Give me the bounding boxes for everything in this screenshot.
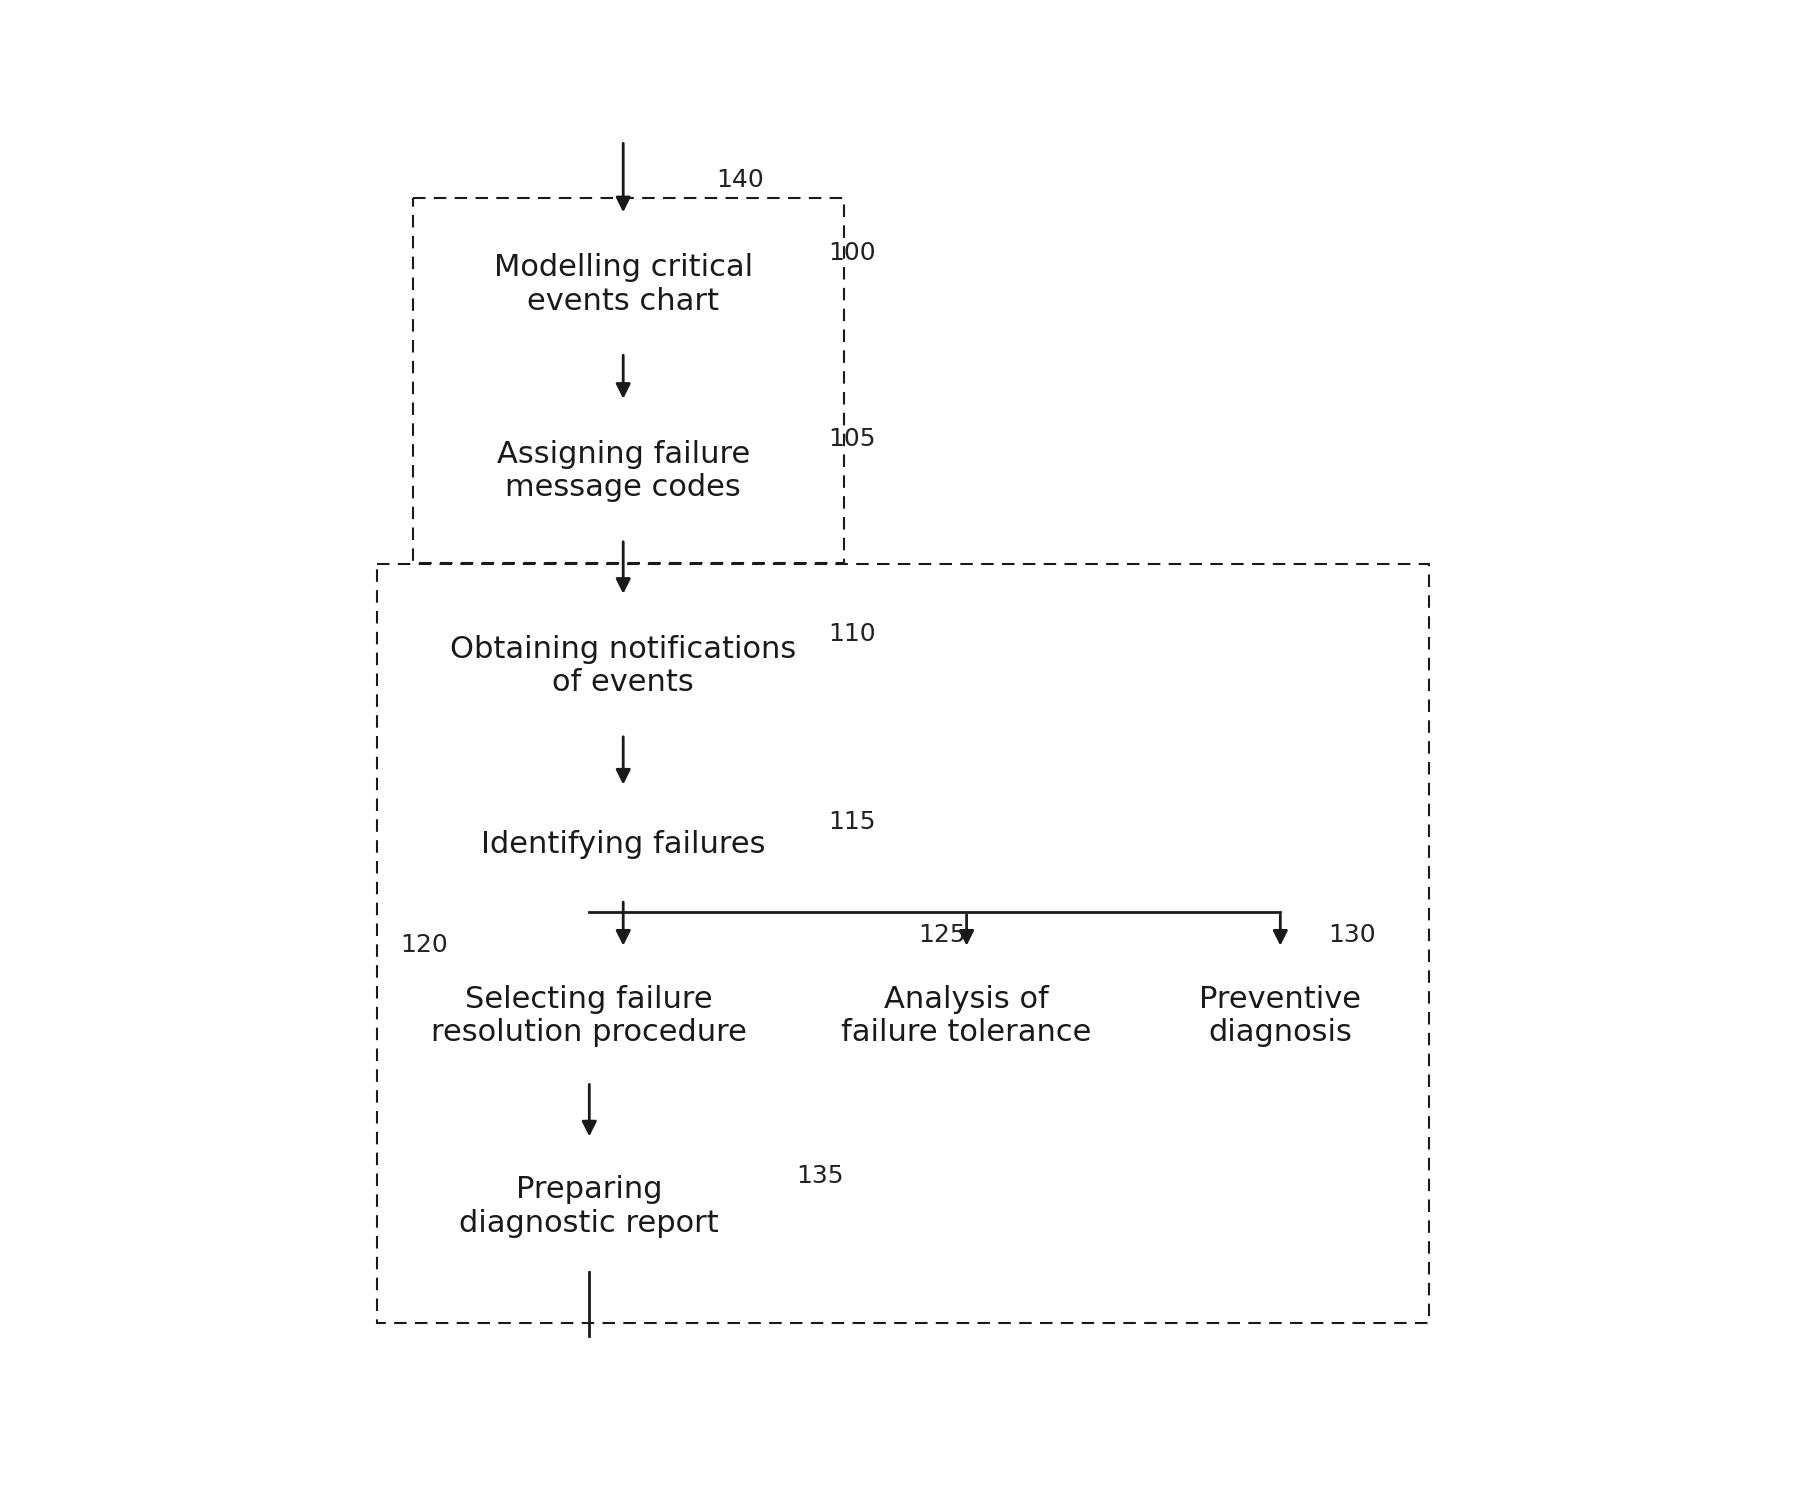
Text: Modelling critical
events chart: Modelling critical events chart — [493, 254, 753, 316]
Bar — [437, 216, 809, 352]
Bar — [827, 950, 1106, 1081]
Text: 135: 135 — [796, 1164, 843, 1188]
Bar — [1157, 950, 1402, 1081]
Text: Preparing
diagnostic report: Preparing diagnostic report — [458, 1175, 718, 1238]
Bar — [377, 564, 1428, 1323]
Bar — [399, 950, 780, 1081]
Bar — [437, 404, 809, 538]
Bar — [399, 1142, 780, 1272]
Bar — [413, 198, 843, 562]
Text: 100: 100 — [828, 240, 875, 265]
Text: Analysis of
failure tolerance: Analysis of failure tolerance — [841, 984, 1092, 1048]
Text: 110: 110 — [828, 621, 875, 646]
Text: Identifying failures: Identifying failures — [480, 830, 765, 859]
Text: 140: 140 — [717, 168, 764, 192]
Text: Obtaining notifications
of events: Obtaining notifications of events — [449, 635, 796, 697]
Text: 115: 115 — [828, 810, 875, 835]
Text: 120: 120 — [401, 933, 448, 957]
Text: 130: 130 — [1328, 922, 1375, 947]
Bar — [437, 789, 809, 900]
Text: 105: 105 — [828, 426, 875, 451]
Bar — [437, 599, 809, 733]
Text: Preventive
diagnosis: Preventive diagnosis — [1199, 984, 1361, 1048]
Text: 125: 125 — [917, 922, 966, 947]
Text: Selecting failure
resolution procedure: Selecting failure resolution procedure — [431, 984, 747, 1048]
Text: Assigning failure
message codes: Assigning failure message codes — [496, 440, 749, 502]
